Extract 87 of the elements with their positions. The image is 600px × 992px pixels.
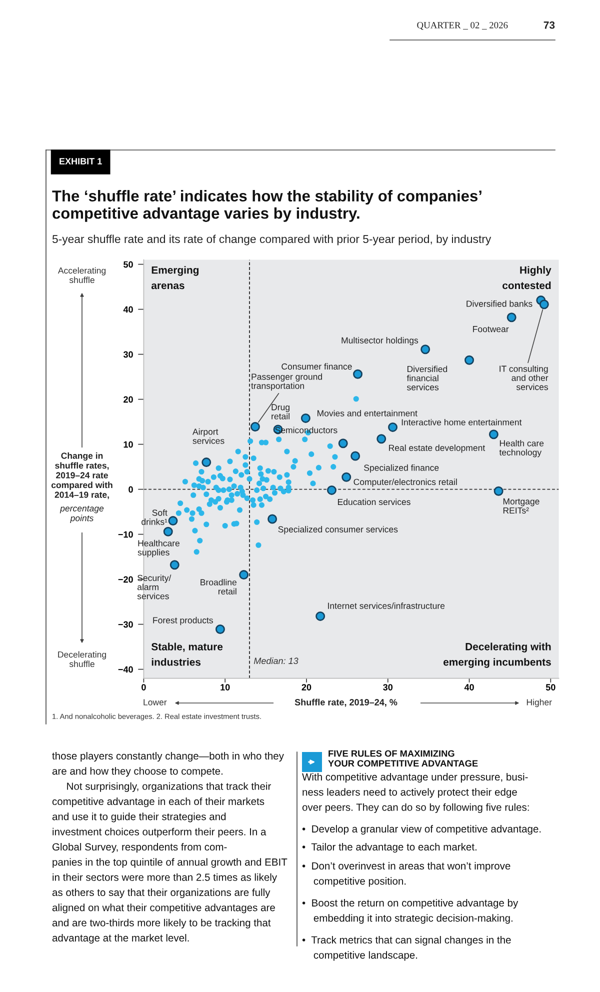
annotation: Forest products [153, 616, 213, 626]
point [215, 624, 225, 634]
point [376, 434, 386, 444]
text: 73 [544, 21, 555, 29]
point [539, 300, 549, 310]
annotation: Diversified banks [466, 300, 532, 307]
annotation: Soft drinks¹ [142, 509, 168, 525]
point [170, 560, 180, 570]
ref-line-label: Median: 13 [254, 657, 298, 664]
annotation: Healthcare supplies [138, 540, 180, 558]
text: Accelerating shuffle [58, 267, 106, 284]
y-tick-label: 10 [124, 441, 133, 448]
annotation: Multisector holdings [342, 337, 418, 346]
annotation: Broadline retail [200, 578, 236, 594]
x-tick-label: 40 [464, 684, 474, 690]
text: EXHIBIT 1 [60, 158, 102, 164]
annotation: Consumer finance [282, 363, 352, 370]
point [250, 422, 260, 432]
point [342, 472, 352, 482]
point [338, 438, 348, 448]
point [353, 369, 363, 379]
annotation: Footwear [473, 326, 509, 332]
point [506, 312, 516, 322]
text: Higher [526, 698, 552, 708]
annotation: Drug retail [272, 404, 290, 420]
annotation: Health care technology [499, 440, 544, 458]
point [268, 514, 278, 524]
annotation: Specialized consumer services [278, 526, 398, 534]
annotation: Movies and entertainment [318, 410, 418, 416]
point [300, 413, 310, 423]
point [494, 486, 504, 496]
point [464, 355, 474, 365]
x-tick-label: 20 [302, 684, 312, 690]
text: With competitive advantage under pressure, busi- ness leaders need to actively protect their edge over peers. They can do so by following five rules: [302, 773, 529, 813]
annotation: IT consulting and other services [500, 365, 548, 390]
text: • Don’t overinvest in areas that won’t improve competitive position. [302, 862, 510, 887]
text: Lower [144, 699, 167, 706]
point [488, 430, 498, 440]
y-axis-title: Change in shuffle rates, 2019–24 rate compared with 2014–19 rate, percentage points [51, 452, 112, 523]
annotation: Specialized finance [364, 464, 439, 473]
annotation: Computer/electronics retail [354, 478, 457, 487]
point [168, 516, 178, 526]
y-tick-label: 50 [124, 261, 133, 268]
x-axis-title: Shuffle rate, 2019–24, % [294, 698, 398, 707]
annotation: Internet services/infrastructure [328, 602, 445, 609]
y-tick-label: 30 [123, 351, 133, 358]
y-tick-label: 20 [124, 396, 133, 403]
text: Decelerating shuffle [58, 651, 106, 668]
x-tick-label: 30 [383, 684, 393, 690]
y-tick-label: −40 [118, 666, 133, 673]
y-tick-label: −10 [118, 531, 133, 538]
annotation: Passenger ground transportation [251, 373, 322, 391]
point [350, 451, 360, 461]
annotation: Highly contested [502, 266, 552, 290]
x-tick-label: 10 [220, 684, 230, 690]
text: • Tailor the advantage to each market. [302, 843, 476, 853]
text: FIVE RULES OF MAXIMIZING YOUR COMPETITIVE ADVANTAGE [328, 750, 478, 767]
annotation: Stable, mature industries [151, 642, 223, 666]
x-tick-label: 0 [142, 684, 146, 690]
annotation: Diversified financial services [406, 366, 448, 390]
point [163, 526, 173, 536]
point [239, 570, 249, 580]
point [326, 485, 336, 495]
text: • Develop a granular view of competitive advantage. [302, 825, 541, 835]
point [202, 458, 212, 468]
annotation: Decelerating with emerging incumbents [444, 642, 551, 668]
annotation: Airport services [192, 428, 224, 444]
text: • Boost the return on competitive advantage by embedding it into strategic decision-making. [302, 899, 518, 924]
annotation: Interactive home entertainment [402, 418, 522, 426]
text: QUARTER _ 02 _ 2026 [417, 22, 508, 30]
y-tick-label: −20 [118, 576, 133, 583]
chart-subtitle: 5-year shuffle rate and its rate of change compared with prior 5-year period, by industry [52, 234, 492, 246]
text: • Track metrics that can signal changes in the competitive landscape. [302, 936, 511, 961]
text: those players constantly change—both in who they are and how they choose to compete. Not surprisingly, organizations that track their competitive advantage in each of their markets and use it to guide their strategies and investment choices outperform their peers. In a Global Survey, respondents from com- panies in the top quintile of annual growth and EBIT in their sectors were more than 2.5 times as likely as others to say that their organizations are fully aligned on what their competitive advantages are and are two-thirds more likely to be tracking that advantage at the market level. [52, 752, 288, 944]
annotation: Mortgage REITs² [503, 498, 540, 514]
annotation: Education services [338, 498, 410, 506]
y-tick-label: 40 [123, 306, 133, 313]
point [388, 422, 398, 432]
x-tick-label: 50 [546, 684, 556, 690]
y-tick-label: 0 [128, 486, 133, 493]
annotation: Emerging arenas [151, 266, 199, 290]
annotation: Real estate development [389, 444, 486, 453]
y-tick-label: −30 [118, 621, 133, 628]
chart-title: The ‘shuffle rate’ indicates how the stability of companies’ competitive advantage varies by industry. [52, 190, 482, 222]
point [316, 611, 326, 621]
annotation: Security/ alarm services [137, 574, 172, 600]
point [420, 344, 430, 354]
